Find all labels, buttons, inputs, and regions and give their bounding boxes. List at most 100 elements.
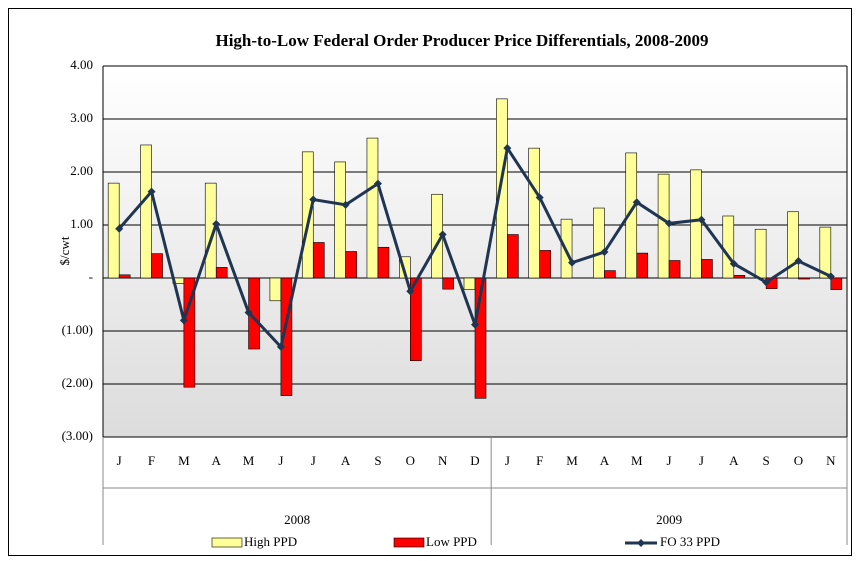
bar — [345, 251, 357, 279]
bar — [701, 259, 713, 279]
y-tick-label: - — [89, 269, 93, 284]
bar — [604, 270, 616, 279]
legend-swatch — [211, 537, 243, 548]
bar — [140, 144, 152, 279]
group-label: 2008 — [284, 512, 310, 527]
chart-title: High-to-Low Federal Order Producer Price… — [215, 31, 708, 50]
bar — [269, 277, 282, 302]
bar — [830, 277, 843, 290]
line-marker — [471, 320, 479, 329]
bar — [366, 137, 379, 279]
y-tick-label: 1.00 — [70, 216, 93, 231]
y-tick-label: (2.00) — [62, 375, 93, 390]
line-marker — [406, 287, 415, 296]
x-tick-label: M — [631, 453, 643, 468]
line-marker — [179, 316, 188, 325]
x-tick-label: S — [374, 453, 381, 468]
line-marker — [503, 144, 512, 153]
bar — [690, 169, 702, 279]
x-tick-label: D — [470, 453, 479, 468]
x-tick-label: A — [600, 453, 610, 468]
x-tick-label: J — [699, 453, 704, 468]
x-tick-label: M — [566, 453, 578, 468]
bar — [593, 207, 605, 279]
y-tick-label: 2.00 — [70, 163, 93, 178]
bar — [657, 173, 670, 279]
bar — [496, 98, 508, 279]
bar — [215, 267, 228, 279]
y-tick-label: (3.00) — [62, 428, 93, 443]
bar — [819, 226, 832, 279]
bar — [118, 274, 131, 279]
bar — [539, 250, 551, 279]
line-marker — [697, 215, 706, 224]
group-label: 2009 — [656, 512, 682, 527]
x-tick-label: N — [438, 453, 448, 468]
y-tick-label: (1.00) — [62, 322, 93, 337]
x-tick-label: J — [667, 453, 672, 468]
line-marker — [632, 198, 641, 207]
bar — [733, 275, 746, 279]
bar — [668, 260, 681, 279]
x-tick-label: O — [406, 453, 415, 468]
bar — [312, 242, 325, 279]
x-tick-label: N — [826, 453, 836, 468]
legend-swatch — [393, 537, 425, 548]
x-tick-label: F — [148, 453, 155, 468]
line-marker — [600, 248, 609, 257]
bar — [410, 277, 422, 361]
line-marker — [568, 258, 577, 267]
bar — [183, 277, 196, 388]
line-marker — [115, 224, 124, 233]
line-marker — [438, 230, 447, 239]
bar — [301, 151, 314, 279]
legend-label: FO 33 PPD — [660, 534, 720, 549]
bar — [507, 234, 519, 279]
x-tick-label: F — [536, 453, 543, 468]
line-marker — [147, 187, 156, 196]
line-marker — [535, 193, 544, 202]
bar — [722, 215, 735, 279]
line-marker — [373, 179, 382, 188]
line-marker — [276, 342, 285, 351]
x-tick-label: M — [178, 453, 190, 468]
bar — [474, 277, 487, 399]
bar — [787, 211, 799, 279]
x-tick-label: M — [243, 453, 255, 468]
bar — [798, 277, 810, 280]
line-marker — [212, 219, 221, 228]
x-tick-label: O — [794, 453, 803, 468]
line-marker — [665, 219, 674, 228]
bar — [151, 253, 163, 279]
x-tick-label: A — [341, 453, 351, 468]
x-tick-label: J — [505, 453, 510, 468]
bar — [377, 246, 390, 279]
y-tick-label: 4.00 — [70, 57, 93, 72]
bar — [280, 277, 293, 396]
x-tick-label: A — [212, 453, 222, 468]
bar — [204, 182, 217, 279]
bar — [528, 147, 540, 279]
bar — [636, 252, 649, 279]
legend-label: Low PPD — [426, 534, 477, 549]
y-tick-label: 3.00 — [70, 110, 93, 125]
line-marker — [826, 272, 835, 281]
x-tick-label: S — [763, 453, 770, 468]
legend-marker — [637, 539, 645, 547]
bar — [754, 228, 767, 279]
bar — [442, 277, 454, 290]
y-axis-label: $/cwt — [57, 236, 72, 265]
line-marker — [762, 278, 771, 287]
line-marker — [729, 259, 738, 268]
legend-label: High PPD — [244, 534, 297, 549]
x-tick-label: J — [311, 453, 316, 468]
line-marker — [244, 308, 253, 317]
bar — [625, 152, 638, 279]
line-marker — [794, 257, 803, 266]
x-tick-label: A — [729, 453, 739, 468]
line-marker — [341, 200, 350, 209]
bar — [334, 161, 346, 279]
x-tick-label: J — [278, 453, 283, 468]
